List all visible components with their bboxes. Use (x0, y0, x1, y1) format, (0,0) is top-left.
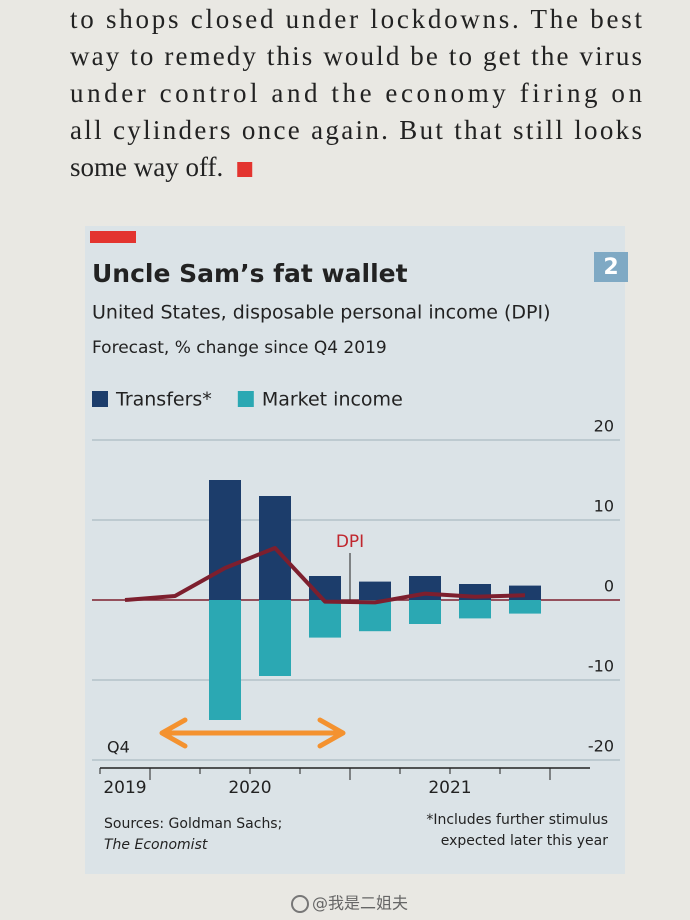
source: The Economist (104, 837, 208, 853)
article-line: way to remedy this would be to get the v… (70, 41, 642, 71)
x-group-label: 2020 (228, 778, 271, 798)
x-tick-label: Q4 (107, 738, 130, 757)
subtitle-2: Forecast, % change since Q4 2019 (92, 338, 387, 358)
legend-swatch (92, 391, 108, 407)
legend-swatch (237, 391, 254, 407)
legend-label: Transfers* (115, 389, 212, 411)
watermark: @我是二姐夫 (312, 894, 408, 913)
bar (209, 600, 241, 720)
footnote: *Includes further stimulus (426, 812, 608, 828)
badge-box (594, 252, 628, 282)
dpi-label: DPI (336, 532, 364, 552)
annotation-arrow (159, 717, 346, 749)
x-group-label: 2021 (428, 778, 471, 798)
y-tick-label: -10 (588, 657, 614, 676)
bar (509, 600, 541, 614)
chart-title: Uncle Sam’s fat wallet (92, 259, 408, 288)
bar (509, 585, 541, 600)
chart-panel (85, 226, 625, 874)
badge: 2 (603, 255, 618, 280)
watermark-icon (291, 895, 309, 913)
footnote: expected later this year (441, 833, 609, 849)
article-line: all cylinders once again. But that still… (70, 115, 642, 145)
red-tag (90, 231, 136, 243)
bar (359, 600, 391, 632)
legend-label: Market income (262, 389, 403, 411)
y-tick-label: 10 (594, 497, 614, 516)
bar (209, 480, 241, 600)
x-group-label: 2019 (103, 778, 146, 798)
y-tick-label: 0 (604, 577, 614, 596)
bar (359, 581, 391, 600)
subtitle: United States, disposable personal incom… (92, 302, 551, 324)
bar (459, 600, 491, 619)
y-tick-label: -20 (588, 737, 614, 756)
article-line: to shops closed under lockdowns. The bes… (70, 4, 642, 34)
article-line: some way off. (70, 152, 223, 182)
end-mark (237, 162, 253, 177)
bar (409, 600, 441, 624)
dpi-line (124, 546, 526, 605)
bar (309, 600, 341, 638)
bar (259, 600, 291, 676)
source: Sources: Goldman Sachs; (104, 816, 282, 832)
y-tick-label: 20 (594, 417, 614, 436)
